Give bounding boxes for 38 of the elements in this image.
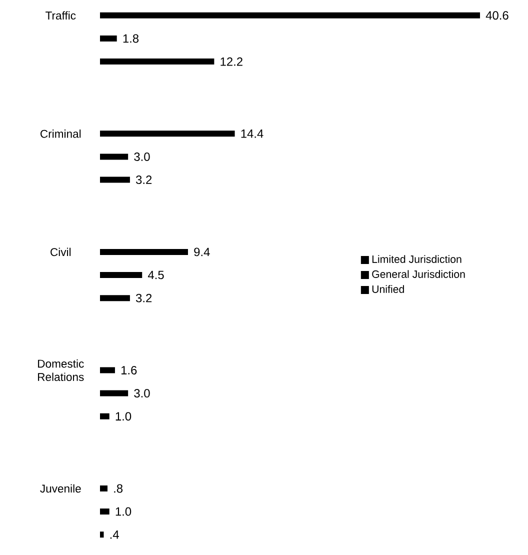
bar <box>100 485 108 492</box>
data-label: .8 <box>114 484 123 493</box>
bar <box>100 413 110 420</box>
legend-label: Limited Jurisdiction <box>372 255 462 263</box>
bar <box>100 58 214 65</box>
data-label: 14.4 <box>241 130 264 138</box>
data-label: 1.0 <box>116 507 132 516</box>
bar <box>100 367 115 374</box>
y-tick-label: Traffic <box>46 11 76 20</box>
bar <box>100 248 188 255</box>
bar <box>100 130 235 137</box>
data-label: 1.0 <box>116 412 132 421</box>
legend-label: Unified <box>372 285 404 293</box>
bar <box>100 390 128 396</box>
bar <box>100 272 142 278</box>
y-tick-label: Juvenile <box>40 484 81 493</box>
bar <box>100 176 130 183</box>
legend-label: General Jurisdiction <box>372 270 465 278</box>
y-tick-label: Domestic Relations <box>38 359 84 381</box>
bar <box>100 532 104 538</box>
data-label: 40.6 <box>486 11 508 20</box>
data-label: 3.0 <box>134 152 150 161</box>
data-label: 1.6 <box>121 366 137 374</box>
data-label: 3.0 <box>134 389 150 398</box>
data-label: 4.5 <box>148 270 164 280</box>
bar <box>100 154 128 160</box>
bar <box>100 12 480 18</box>
data-label: 3.2 <box>136 294 152 302</box>
bar <box>100 35 117 42</box>
y-tick-label: Criminal <box>40 130 81 138</box>
y-tick-label: Civil <box>50 248 71 256</box>
data-label: 1.8 <box>123 34 139 43</box>
data-label: 3.2 <box>136 176 152 184</box>
bar <box>100 508 110 515</box>
bar <box>100 295 130 302</box>
data-label: 9.4 <box>194 248 210 256</box>
data-label: .4 <box>110 530 119 539</box>
data-label: 12.2 <box>220 57 242 66</box>
